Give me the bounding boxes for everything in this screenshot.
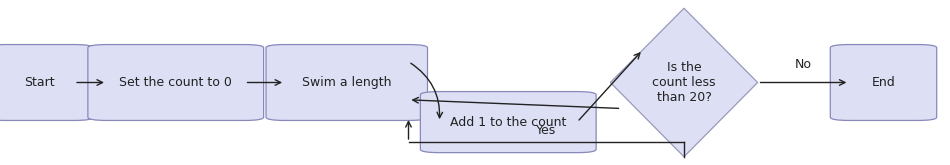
FancyBboxPatch shape (87, 45, 263, 120)
FancyBboxPatch shape (830, 45, 937, 120)
Text: End: End (872, 76, 895, 89)
Text: Start: Start (25, 76, 55, 89)
Text: Swim a length: Swim a length (302, 76, 391, 89)
FancyBboxPatch shape (0, 45, 93, 120)
Text: Add 1 to the count: Add 1 to the count (450, 116, 566, 129)
FancyBboxPatch shape (420, 92, 597, 153)
Text: No: No (795, 58, 812, 71)
Text: Yes: Yes (536, 124, 557, 137)
Polygon shape (610, 8, 758, 157)
Text: Set the count to 0: Set the count to 0 (120, 76, 232, 89)
Text: Is the
count less
than 20?: Is the count less than 20? (653, 61, 715, 104)
FancyBboxPatch shape (266, 45, 428, 120)
